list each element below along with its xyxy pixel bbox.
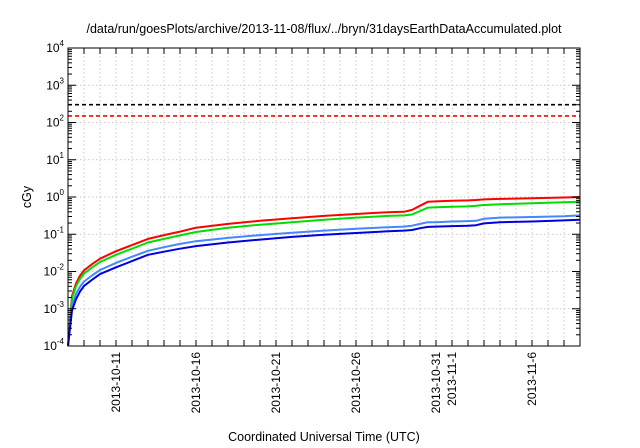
series-line	[67, 218, 581, 347]
y-axis-label: cGy	[20, 185, 34, 208]
y-tick-label: 101	[46, 151, 64, 167]
series-lines	[67, 196, 581, 347]
y-tick-label: 10-1	[44, 225, 65, 241]
y-tick-label: 10-3	[44, 300, 65, 316]
x-tick-label: 2013-10-11	[109, 352, 123, 413]
reference-lines	[68, 103, 580, 117]
x-tick-label: 2013-11-1	[445, 352, 459, 406]
series-line	[67, 196, 581, 347]
chart-title: /data/run/goesPlots/archive/2013-11-08/f…	[86, 22, 562, 36]
y-tick-label: 104	[46, 39, 64, 55]
y-tick-label: 100	[46, 188, 64, 204]
x-tick-label: 2013-10-26	[349, 352, 363, 414]
x-tick-label: 2013-10-31	[429, 352, 443, 414]
grid	[68, 48, 580, 346]
series-line	[67, 214, 581, 347]
x-tick-label: 2013-11-6	[525, 352, 539, 406]
y-axis-ticks: 10-4 10-3 10-2 10-1 100 101 102 103 104	[44, 39, 580, 353]
series-line	[67, 200, 581, 347]
x-axis-ticks: 2013-10-11 2013-10-16 2013-10-21 2013-10-26…	[83, 48, 565, 414]
x-axis-label: Coordinated Universal Time (UTC)	[228, 430, 420, 444]
x-tick-label: 2013-10-21	[269, 352, 283, 414]
y-tick-label: 103	[46, 76, 64, 92]
y-tick-label: 10-4	[44, 337, 65, 353]
y-tick-label: 102	[46, 114, 64, 130]
y-tick-label: 10-2	[44, 263, 65, 279]
x-tick-label: 2013-10-16	[189, 352, 203, 414]
